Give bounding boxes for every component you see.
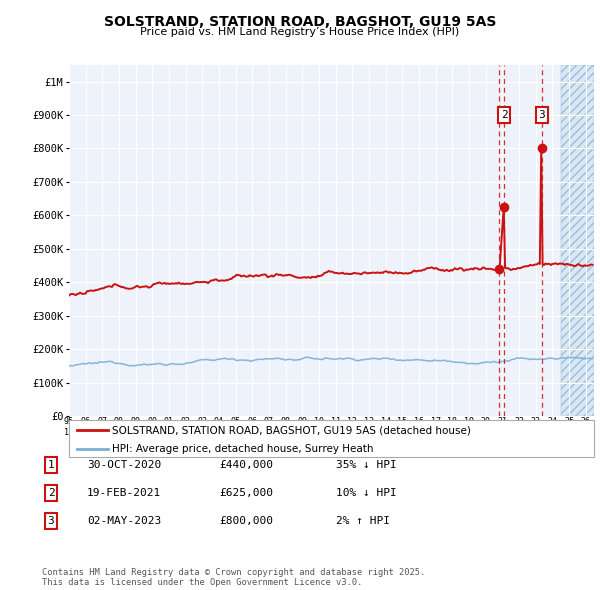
Bar xyxy=(560,65,594,416)
Text: 2: 2 xyxy=(47,488,55,497)
Bar xyxy=(560,65,594,416)
Text: 35% ↓ HPI: 35% ↓ HPI xyxy=(336,460,397,470)
Text: 10% ↓ HPI: 10% ↓ HPI xyxy=(336,488,397,497)
Text: 3: 3 xyxy=(47,516,55,526)
Text: 02-MAY-2023: 02-MAY-2023 xyxy=(87,516,161,526)
Text: 2% ↑ HPI: 2% ↑ HPI xyxy=(336,516,390,526)
Text: 3: 3 xyxy=(538,110,545,120)
Text: 19-FEB-2021: 19-FEB-2021 xyxy=(87,488,161,497)
Text: Price paid vs. HM Land Registry’s House Price Index (HPI): Price paid vs. HM Land Registry’s House … xyxy=(140,27,460,37)
Text: £440,000: £440,000 xyxy=(219,460,273,470)
Text: £800,000: £800,000 xyxy=(219,516,273,526)
Text: £625,000: £625,000 xyxy=(219,488,273,497)
Text: 2: 2 xyxy=(501,110,508,120)
Text: SOLSTRAND, STATION ROAD, BAGSHOT, GU19 5AS: SOLSTRAND, STATION ROAD, BAGSHOT, GU19 5… xyxy=(104,15,496,29)
Text: HPI: Average price, detached house, Surrey Heath: HPI: Average price, detached house, Surr… xyxy=(112,444,374,454)
Text: 1: 1 xyxy=(47,460,55,470)
Text: 30-OCT-2020: 30-OCT-2020 xyxy=(87,460,161,470)
Text: SOLSTRAND, STATION ROAD, BAGSHOT, GU19 5AS (detached house): SOLSTRAND, STATION ROAD, BAGSHOT, GU19 5… xyxy=(112,425,471,435)
Text: Contains HM Land Registry data © Crown copyright and database right 2025.
This d: Contains HM Land Registry data © Crown c… xyxy=(42,568,425,587)
